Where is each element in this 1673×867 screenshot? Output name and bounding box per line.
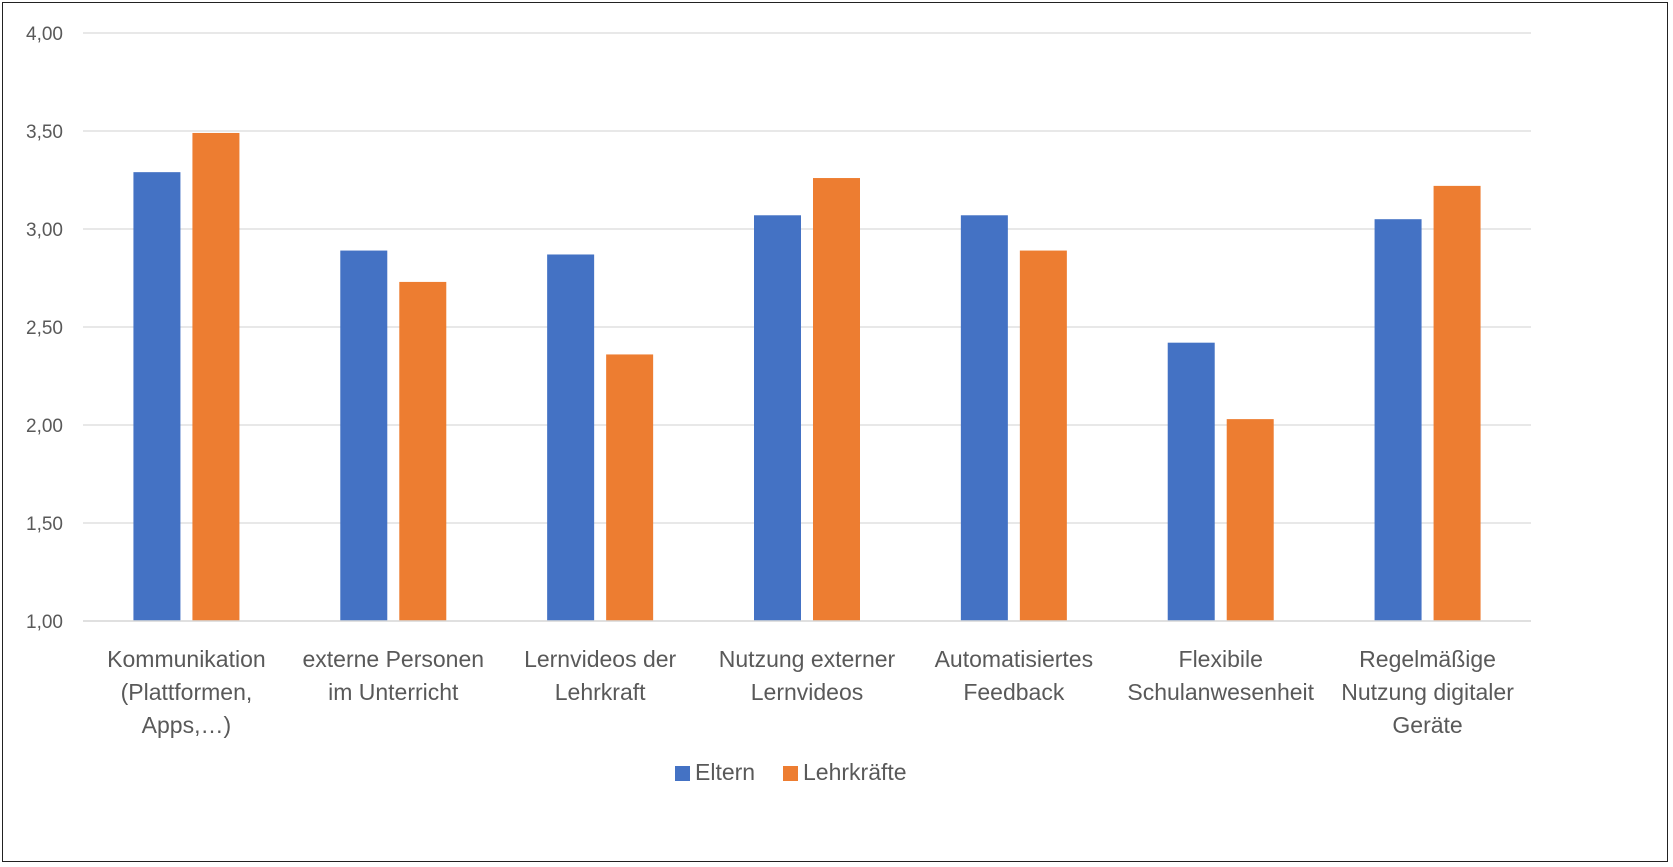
x-axis: Kommunikation (Plattformen, Apps,…) externe… xyxy=(83,620,1531,738)
x-tick-label: Regelmäßige Nutzung digitaler Geräte xyxy=(1341,646,1514,738)
y-tick-label: 3,50 xyxy=(26,122,63,143)
x-tick-label-line: (Plattformen, xyxy=(121,679,253,705)
y-tick-label: 1,50 xyxy=(26,514,63,535)
x-tick-label-line: Lehrkraft xyxy=(555,679,646,705)
x-tick-label: Flexibile Schulanwesenheit xyxy=(1127,646,1314,705)
bar-eltern xyxy=(133,172,181,621)
bar-lehrkraefte xyxy=(1019,250,1067,621)
bar-chart: 1,00 1,50 2,00 2,50 3,00 3,50 4,00 Kommunikati… xyxy=(26,24,1531,785)
x-tick-label-line: Kommunikation xyxy=(107,646,266,672)
bar-lehrkraefte xyxy=(813,178,860,622)
x-tick-label-line: Schulanwesenheit xyxy=(1127,679,1314,705)
bar-eltern xyxy=(1167,342,1215,621)
y-tick-label: 1,00 xyxy=(26,612,63,633)
x-tick-label-line: Feedback xyxy=(963,679,1065,705)
x-tick-label-line: Automatisiertes xyxy=(935,646,1094,672)
x-tick-label: externe Personen im Unterricht xyxy=(302,646,484,705)
x-tick-label: Nutzung externer Lernvideos xyxy=(719,646,896,705)
bar-eltern xyxy=(340,250,388,621)
bar-lehrkraefte xyxy=(192,132,240,621)
x-tick-label-line: Lernvideos der xyxy=(524,646,676,672)
bar-eltern xyxy=(547,254,595,622)
y-tick-label: 2,50 xyxy=(26,318,63,339)
x-tick-label: Kommunikation (Plattformen, Apps,…) xyxy=(107,646,266,738)
gridlines xyxy=(83,32,1531,622)
y-tick-label: 2,00 xyxy=(26,416,63,437)
x-tick-label-line: Flexibile xyxy=(1179,646,1263,672)
x-tick-label-line: Nutzung externer xyxy=(719,646,896,672)
legend-label: Lehrkräfte xyxy=(803,759,907,785)
x-tick-label-line: Nutzung digitaler xyxy=(1341,679,1514,705)
bar-eltern xyxy=(1374,219,1422,621)
x-tick-label: Lernvideos der Lehrkraft xyxy=(524,646,676,705)
legend-label: Eltern xyxy=(695,759,755,785)
bar-eltern xyxy=(960,215,1008,621)
bar-lehrkraefte xyxy=(399,281,447,621)
x-tick-label-line: Regelmäßige xyxy=(1359,646,1496,672)
bar-lehrkraefte xyxy=(1433,185,1481,621)
legend: Eltern Lehrkräfte xyxy=(675,759,907,785)
y-tick-label: 4,00 xyxy=(26,24,63,45)
x-tick-label-line: Geräte xyxy=(1392,712,1462,738)
x-tick-label-line: Lernvideos xyxy=(751,679,864,705)
bar-lehrkraefte xyxy=(606,354,654,621)
x-tick-label-line: im Unterricht xyxy=(328,679,459,705)
legend-swatch xyxy=(675,766,690,781)
y-axis: 1,00 1,50 2,00 2,50 3,00 3,50 4,00 xyxy=(26,24,63,633)
x-tick-label: Automatisiertes Feedback xyxy=(935,646,1094,705)
bar-lehrkraefte xyxy=(1226,419,1274,621)
bar-eltern xyxy=(754,215,801,621)
legend-swatch xyxy=(783,766,798,781)
y-tick-label: 3,00 xyxy=(26,220,63,241)
x-tick-label-line: Apps,…) xyxy=(142,712,231,738)
bars xyxy=(133,132,1481,622)
x-tick-label-line: externe Personen xyxy=(302,646,484,672)
